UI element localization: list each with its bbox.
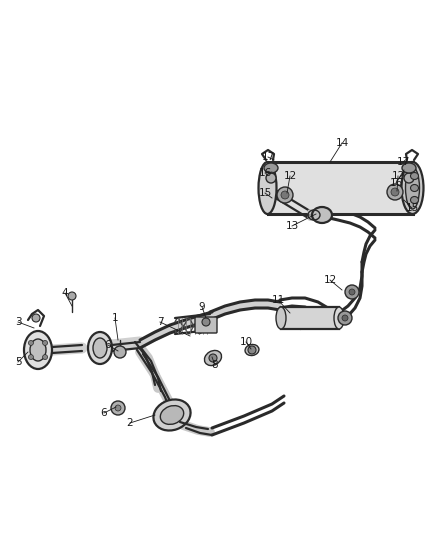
Bar (268, 162, 413, 214)
Circle shape (387, 184, 403, 200)
Ellipse shape (402, 163, 416, 173)
Text: 7: 7 (157, 317, 163, 327)
Ellipse shape (258, 162, 276, 214)
Circle shape (277, 187, 293, 203)
Text: 9: 9 (199, 302, 205, 312)
Circle shape (42, 341, 48, 345)
Circle shape (266, 173, 276, 183)
Ellipse shape (24, 331, 52, 369)
Circle shape (32, 314, 40, 322)
Text: 16: 16 (389, 178, 403, 188)
Circle shape (248, 346, 256, 354)
Circle shape (114, 346, 126, 358)
Ellipse shape (402, 162, 424, 214)
Circle shape (42, 354, 48, 360)
Ellipse shape (410, 173, 418, 180)
Text: 2: 2 (127, 418, 133, 428)
Ellipse shape (245, 344, 259, 356)
Text: 14: 14 (336, 138, 349, 148)
Circle shape (342, 315, 348, 321)
Ellipse shape (410, 197, 418, 204)
Circle shape (28, 354, 33, 360)
Text: 15: 15 (258, 188, 272, 198)
Text: 12: 12 (323, 275, 337, 285)
Ellipse shape (276, 307, 286, 329)
Circle shape (209, 354, 217, 362)
Circle shape (68, 292, 76, 300)
Circle shape (28, 341, 33, 345)
Bar (281, 307, 339, 329)
FancyBboxPatch shape (195, 317, 217, 333)
Circle shape (115, 405, 121, 411)
Circle shape (202, 318, 210, 326)
Ellipse shape (153, 399, 191, 431)
Text: 15: 15 (406, 203, 419, 213)
Text: 6: 6 (101, 408, 107, 418)
Text: 12: 12 (392, 171, 405, 181)
Ellipse shape (93, 338, 107, 358)
Text: 16: 16 (258, 168, 272, 178)
Ellipse shape (334, 307, 344, 329)
Text: 13: 13 (286, 221, 299, 231)
Ellipse shape (205, 351, 222, 366)
Ellipse shape (160, 406, 184, 424)
Ellipse shape (88, 332, 112, 364)
Text: 5: 5 (15, 357, 21, 367)
Circle shape (345, 285, 359, 299)
Circle shape (281, 191, 289, 199)
Text: 11: 11 (272, 295, 285, 305)
Text: 10: 10 (240, 337, 253, 347)
Text: 4: 4 (62, 288, 68, 298)
Circle shape (391, 188, 399, 196)
Text: 17: 17 (261, 152, 275, 162)
Ellipse shape (264, 163, 278, 173)
Ellipse shape (312, 207, 332, 223)
Ellipse shape (406, 167, 420, 209)
Text: 3: 3 (15, 317, 21, 327)
Circle shape (111, 401, 125, 415)
Text: 8: 8 (212, 360, 218, 370)
Circle shape (338, 311, 352, 325)
Ellipse shape (410, 184, 418, 191)
Text: 1: 1 (112, 313, 118, 323)
Text: 12: 12 (283, 171, 297, 181)
Ellipse shape (30, 339, 46, 361)
Text: 6: 6 (105, 340, 111, 350)
Circle shape (349, 289, 355, 295)
Circle shape (404, 173, 414, 183)
Text: 17: 17 (396, 157, 410, 167)
